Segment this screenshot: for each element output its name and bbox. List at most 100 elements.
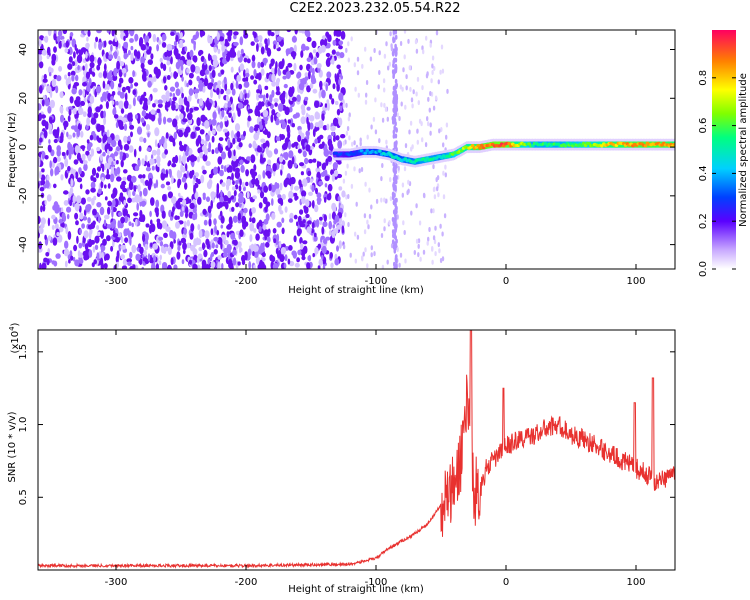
noise-speck [61, 151, 66, 157]
noise-speck [70, 255, 74, 261]
noise-speck [179, 113, 184, 120]
noise-speck [332, 39, 337, 46]
noise-speck [113, 51, 118, 60]
noise-speck [255, 105, 261, 111]
noise-speck [422, 249, 426, 255]
noise-speck [113, 114, 119, 119]
noise-speck [56, 204, 60, 209]
noise-speck [237, 261, 241, 266]
colorbar-tick: 0.6 [698, 118, 736, 134]
noise-speck [399, 41, 403, 46]
noise-speck [158, 39, 162, 45]
noise-speck [146, 49, 152, 55]
noise-speck [432, 187, 436, 192]
noise-speck [441, 256, 445, 262]
noise-speck [85, 189, 90, 195]
noise-speck [375, 198, 379, 204]
noise-speck [325, 83, 329, 92]
noise-speck [394, 84, 398, 90]
noise-speck [116, 60, 120, 70]
noise-speck [173, 131, 177, 140]
noise-speck [218, 137, 224, 142]
noise-speck [260, 61, 265, 68]
noise-speck [439, 223, 442, 229]
noise-speck [237, 212, 242, 221]
noise-speck [38, 227, 44, 235]
noise-speck [147, 132, 150, 138]
noise-speck [267, 236, 271, 243]
noise-speck [236, 137, 242, 143]
noise-speck [50, 168, 54, 177]
noise-speck [368, 213, 372, 219]
noise-speck [112, 199, 116, 207]
noise-speck [287, 198, 293, 204]
noise-speck [217, 72, 222, 77]
noise-speck [389, 177, 392, 183]
noise-speck [114, 37, 118, 42]
noise-speck [240, 164, 245, 173]
noise-speck [394, 78, 398, 84]
noise-speck [154, 127, 160, 137]
noise-speck [345, 194, 348, 200]
noise-speck [317, 265, 321, 269]
noise-speck [202, 86, 206, 93]
noise-speck [186, 59, 192, 67]
noise-speck [108, 54, 114, 60]
noise-speck [314, 138, 318, 144]
noise-speck [94, 56, 97, 64]
noise-speck [403, 230, 406, 235]
noise-speck [137, 159, 141, 167]
noise-speck [143, 91, 147, 97]
noise-speck [73, 82, 80, 87]
noise-speck [399, 252, 403, 258]
noise-speck [217, 255, 222, 260]
noise-speck [120, 254, 125, 260]
noise-speck [100, 110, 105, 119]
noise-speck [305, 199, 310, 207]
noise-speck [307, 121, 311, 130]
noise-speck [273, 98, 279, 103]
noise-speck [173, 239, 176, 244]
noise-speck [281, 217, 285, 224]
noise-speck [66, 149, 69, 156]
noise-speck [220, 189, 223, 199]
noise-speck [268, 184, 272, 192]
noise-speck [217, 156, 223, 165]
noise-speck [127, 261, 132, 266]
noise-speck [437, 79, 440, 85]
noise-speck [128, 77, 134, 84]
noise-speck [99, 153, 103, 162]
noise-speck [306, 262, 311, 269]
noise-speck [158, 139, 163, 147]
noise-speck [224, 82, 228, 92]
noise-speck [348, 112, 351, 118]
noise-speck [56, 232, 60, 237]
noise-speck [188, 72, 194, 79]
noise-speck [233, 34, 237, 40]
noise-speck [279, 240, 282, 248]
noise-speck [317, 46, 323, 54]
noise-speck [143, 249, 147, 257]
noise-speck [243, 30, 246, 36]
noise-speck [364, 99, 368, 105]
noise-speck [314, 100, 320, 108]
noise-speck [322, 263, 326, 269]
noise-speck [72, 256, 76, 262]
noise-speck [361, 63, 364, 69]
noise-speck [227, 190, 232, 198]
noise-speck [159, 254, 162, 261]
noise-speck [82, 250, 88, 257]
ridge-core [478, 146, 482, 150]
noise-speck [193, 88, 200, 94]
noise-speck [170, 56, 173, 65]
noise-speck [188, 79, 193, 86]
noise-speck [142, 257, 148, 262]
noise-speck [340, 134, 346, 139]
noise-speck [220, 164, 224, 170]
noise-speck [253, 250, 259, 258]
noise-speck [226, 166, 231, 173]
noise-speck [172, 96, 177, 102]
noise-speck [396, 112, 399, 118]
noise-speck [255, 256, 261, 265]
